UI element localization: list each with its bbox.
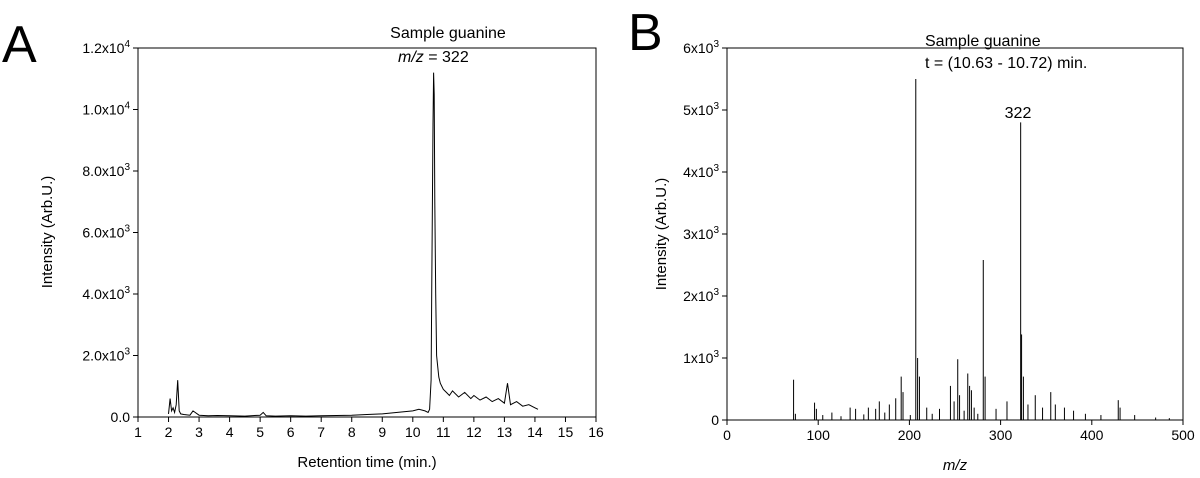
y-axis-title-a: Intensity (Arb.U.) (39, 176, 56, 289)
x-axis-ticks-b: 0 100 200 300 400 500 (723, 420, 1195, 443)
x-tick-label: 2 (165, 424, 173, 440)
x-tick-label: 10 (405, 424, 421, 440)
x-tick-label: 9 (378, 424, 386, 440)
x-tick-label: 5 (256, 424, 264, 440)
x-tick-label: 7 (317, 424, 325, 440)
y-tick-label: 2x103 (683, 287, 719, 304)
y-tick-label: 0 (711, 412, 719, 428)
y-axis-title-b: Intensity (Arb.U.) (653, 178, 670, 291)
y-tick-exponent: 3 (713, 101, 719, 112)
y-tick-mantissa: 3x10 (683, 226, 714, 242)
y-tick-exponent: 4 (124, 101, 130, 112)
x-tick-label: 0 (723, 427, 731, 443)
annotation-mz-italic: m/z (398, 49, 424, 66)
y-tick-mantissa: 0.0 (111, 409, 131, 425)
x-tick-label: 13 (497, 424, 513, 440)
x-tick-label: 100 (807, 427, 831, 443)
y-axis-ticks-a: 0.02.0x1034.0x1036.0x1038.0x1031.0x1041.… (82, 39, 138, 425)
x-tick-label: 500 (1171, 427, 1195, 443)
chart-panel-b: B 0 100 200 300 400 500 01x1032x1033x1034x103… (628, 4, 1195, 474)
chromatogram-trace (168, 72, 539, 417)
panel-label-b: B (628, 4, 663, 62)
annotation-sample-a: Sample guanine (390, 25, 506, 42)
y-tick-exponent: 4 (124, 39, 130, 50)
y-tick-mantissa: 0 (711, 412, 719, 428)
x-tick-label: 8 (348, 424, 356, 440)
y-tick-exponent: 3 (713, 163, 719, 174)
x-tick-label: 14 (527, 424, 543, 440)
x-tick-label: 400 (1080, 427, 1104, 443)
x-tick-label: 15 (558, 424, 574, 440)
x-axis-title-a: Retention time (min.) (297, 454, 436, 471)
x-tick-label: 3 (195, 424, 203, 440)
y-tick-mantissa: 1.2x10 (82, 40, 124, 56)
y-tick-label: 5x103 (683, 101, 719, 118)
y-tick-exponent: 3 (713, 287, 719, 298)
y-tick-exponent: 3 (713, 39, 719, 50)
x-tick-label: 300 (989, 427, 1013, 443)
y-tick-label: 4.0x103 (82, 285, 130, 302)
peak-label-322: 322 (1005, 105, 1032, 122)
y-tick-exponent: 3 (713, 225, 719, 236)
annotation-time-range-b: t = (10.63 - 10.72) min. (925, 55, 1087, 72)
x-tick-label: 6 (287, 424, 295, 440)
y-tick-label: 0.0 (111, 409, 131, 425)
x-tick-label: 4 (226, 424, 234, 440)
x-tick-label: 200 (898, 427, 922, 443)
y-tick-mantissa: 6.0x10 (82, 225, 124, 241)
y-tick-label: 6x103 (683, 39, 719, 56)
y-tick-label: 4x103 (683, 163, 719, 180)
y-tick-label: 1x103 (683, 349, 719, 366)
panel-label-a: A (2, 16, 37, 74)
y-tick-mantissa: 5x10 (683, 102, 714, 118)
x-tick-label: 11 (436, 424, 451, 440)
mass-spectrum-peaks (793, 79, 1170, 420)
x-tick-label: 12 (466, 424, 482, 440)
y-tick-label: 8.0x103 (82, 162, 130, 179)
y-tick-mantissa: 2.0x10 (82, 348, 124, 364)
x-axis-title-b: m/z (943, 457, 968, 474)
y-tick-exponent: 3 (124, 347, 130, 358)
y-tick-exponent: 3 (124, 224, 130, 235)
plot-frame-b (726, 47, 1184, 421)
y-tick-mantissa: 4x10 (683, 164, 714, 180)
y-tick-exponent: 3 (713, 349, 719, 360)
y-tick-mantissa: 4.0x10 (82, 286, 124, 302)
x-tick-label: 16 (588, 424, 604, 440)
plot-frame-a (137, 47, 597, 418)
y-tick-label: 3x103 (683, 225, 719, 242)
y-tick-mantissa: 2x10 (683, 288, 714, 304)
x-axis-ticks-a: 1 2 3 4 5 6 7 8 9 10 11 12 13 14 15 16 (134, 417, 604, 440)
y-tick-exponent: 3 (124, 285, 130, 296)
annotation-sample-b: Sample guanine (925, 33, 1041, 50)
chart-panel-a: A 1 2 3 4 5 6 7 8 9 10 11 12 13 14 15 16 0.02.0x1034.0x… (2, 16, 604, 471)
y-tick-label: 1.2x104 (82, 39, 130, 56)
y-tick-mantissa: 1.0x10 (82, 102, 124, 118)
y-tick-mantissa: 8.0x10 (82, 163, 124, 179)
annotation-mz-value: = 322 (424, 49, 469, 66)
y-tick-mantissa: 6x10 (683, 40, 714, 56)
y-tick-exponent: 3 (124, 162, 130, 173)
y-tick-label: 2.0x103 (82, 347, 130, 364)
x-tick-label: 1 (134, 424, 142, 440)
annotation-mz-a: m/z = 322 (398, 49, 469, 66)
y-tick-mantissa: 1x10 (683, 350, 714, 366)
y-tick-label: 1.0x104 (82, 101, 130, 118)
y-tick-label: 6.0x103 (82, 224, 130, 241)
